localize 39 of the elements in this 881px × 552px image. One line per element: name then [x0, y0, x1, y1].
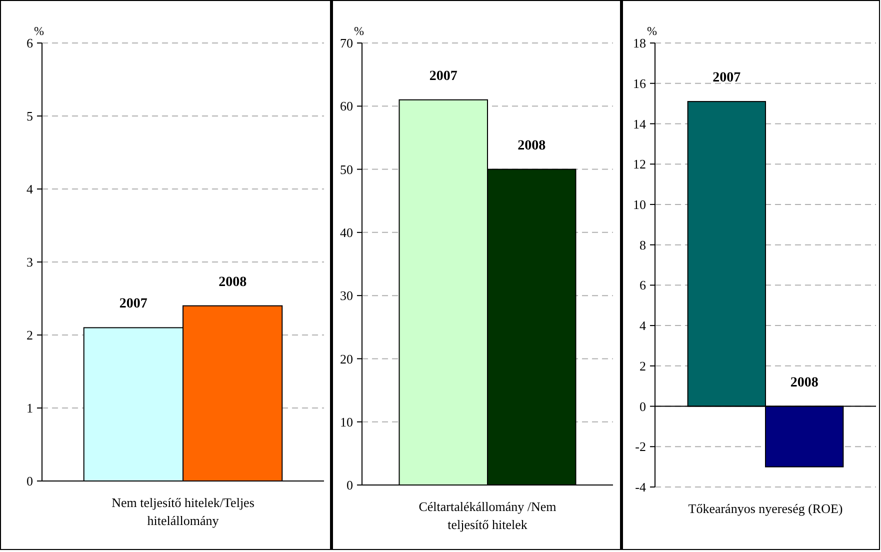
y-tick-label: 4 — [26, 182, 34, 197]
y-tick-label: 6 — [26, 36, 34, 51]
y-tick-label: 30 — [340, 288, 353, 304]
y-tick-label: 14 — [633, 116, 646, 132]
y-tick-label: 3 — [26, 254, 33, 270]
y-axis-title: % — [647, 24, 657, 38]
x-axis-title: Nem teljesítő hitelek/Teljes hitelállomány — [112, 495, 254, 528]
x-axis-title: Céltartalékállomány /Nem teljesítő hitelek — [418, 499, 556, 532]
series-label: 2007 — [712, 70, 741, 86]
y-tick-label: 2 — [640, 358, 646, 374]
y-tick-label: 10 — [340, 414, 353, 430]
y-tick-label: -4 — [635, 480, 646, 495]
y-tick-label: 4 — [640, 318, 646, 334]
series-label: 2008 — [790, 375, 818, 390]
y-tick-label: 16 — [633, 76, 646, 91]
y-tick-label: 2 — [26, 328, 33, 343]
y-axis-title: % — [354, 24, 364, 38]
y-tick-label: -2 — [635, 439, 646, 454]
y-tick-label: 40 — [340, 224, 353, 240]
y-tick-label: 18 — [633, 36, 646, 51]
y-tick-label: 50 — [340, 162, 353, 177]
series-label: 2008 — [518, 138, 546, 154]
y-axis-title: % — [34, 24, 44, 38]
y-tick-label: 0 — [640, 398, 646, 414]
y-tick-label: 12 — [633, 156, 646, 172]
series-label: 2008 — [218, 274, 247, 290]
y-tick-label: 0 — [346, 478, 353, 493]
y-tick-label: 6 — [640, 278, 646, 293]
y-tick-label: 10 — [633, 197, 646, 212]
y-tick-label: 0 — [26, 474, 33, 489]
y-tick-label: 20 — [340, 351, 353, 366]
series-label: 2007 — [429, 68, 458, 84]
y-tick-label: 60 — [340, 98, 353, 114]
y-tick-label: 5 — [26, 108, 33, 124]
y-tick-label: 8 — [640, 237, 646, 252]
y-tick-label: 70 — [340, 36, 353, 51]
x-axis-title: Tőkearányos nyereség (ROE) — [688, 501, 843, 516]
y-tick-label: 1 — [26, 400, 33, 416]
series-label: 2007 — [119, 296, 148, 312]
